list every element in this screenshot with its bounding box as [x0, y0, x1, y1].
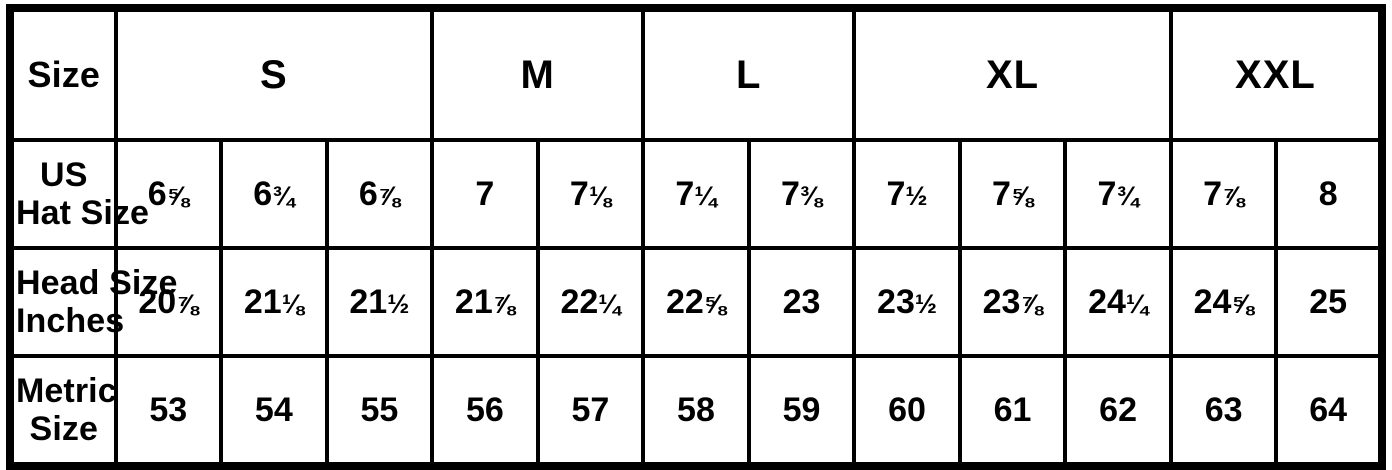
table-cell: 7¾ — [1063, 138, 1173, 250]
cell-fraction: ⅞ — [1222, 180, 1245, 211]
cell-whole-number: 21 — [349, 282, 388, 321]
table-row: US Hat Size 6⅝ 6¾ 6⅞ 7 7⅛ 7¼ 7⅜ 7½ 7⅝ 7¾ 7⅞ 8 — [8, 138, 1384, 250]
hat-size-chart-table: Size S M L XL XXL US Hat Size 6⅝ 6¾ 6⅞ 7 7⅛ 7¼ 7⅜ 7½ 7… — [6, 4, 1386, 470]
table-cell: 22⅝ — [641, 246, 751, 358]
header-size-label: Size — [8, 6, 118, 142]
row-header-line: Head Size — [16, 263, 178, 302]
table-cell: 7½ — [852, 138, 962, 250]
size-group-header-l: L — [641, 6, 857, 142]
table-cell: 6⅞ — [324, 138, 435, 250]
table-cell: 59 — [746, 354, 857, 468]
table-cell: 21⅞ — [430, 246, 540, 358]
table-cell: 7¼ — [641, 138, 751, 250]
cell-whole-number: 7 — [780, 174, 800, 213]
cell-fraction: ⅝ — [703, 288, 726, 319]
row-header-line: US — [40, 155, 88, 194]
row-header-label: US Hat Size — [8, 138, 150, 250]
cell-fraction: ⅝ — [1231, 288, 1254, 319]
cell-whole-number: 6 — [358, 174, 378, 213]
row-header-label: Metric Size — [8, 354, 118, 468]
table-cell: 61 — [957, 354, 1068, 468]
cell-fraction: ⅞ — [377, 180, 400, 211]
table-cell: 58 — [641, 354, 751, 468]
size-group-header-xl: XL — [852, 6, 1173, 142]
table-cell: 55 — [324, 354, 435, 468]
cell-whole-number: 7 — [569, 174, 589, 213]
table-cell: 64 — [1274, 354, 1384, 468]
table-cell: 57 — [535, 354, 646, 468]
size-group-header-xxl: XXL — [1168, 6, 1385, 142]
table-cell: 7 — [430, 138, 540, 250]
table-cell: 7⅞ — [1168, 138, 1279, 250]
table-cell: 23½ — [852, 246, 962, 358]
row-header-line: Inches — [16, 302, 125, 340]
table-cell: 8 — [1274, 138, 1384, 250]
table-cell: 63 — [1168, 354, 1279, 468]
table-cell: 23⅞ — [957, 246, 1068, 358]
cell-fraction: ¼ — [1125, 288, 1149, 319]
cell-fraction: ⅜ — [799, 180, 822, 211]
cell-fraction: ½ — [905, 180, 928, 211]
cell-whole-number: 21 — [454, 282, 493, 321]
cell-whole-number: 6 — [253, 174, 273, 213]
cell-fraction: ⅞ — [1020, 288, 1043, 319]
cell-whole-number: 22 — [665, 282, 704, 321]
table-cell: 24⅝ — [1168, 246, 1279, 358]
table-cell: 23 — [746, 246, 857, 358]
cell-fraction: ½ — [914, 288, 937, 319]
cell-fraction: ⅝ — [1010, 180, 1034, 211]
row-header-line: Metric — [16, 371, 117, 410]
cell-fraction: ¾ — [1116, 180, 1139, 211]
table-cell: 21⅛ — [219, 246, 329, 358]
table-cell: 22¼ — [535, 246, 646, 358]
cell-whole-number: 23 — [982, 282, 1021, 321]
cell-fraction: ¾ — [272, 180, 295, 211]
table-row: Head Size Inches 20⅞ 21⅛ 21½ 21⅞ 22¼ 22⅝ 23 23½ 23… — [8, 246, 1384, 358]
cell-whole-number: 7 — [1203, 174, 1222, 213]
cell-fraction: ¼ — [694, 180, 717, 211]
cell-whole-number: 7 — [1097, 174, 1117, 213]
table-cell: 6⅝ — [113, 138, 224, 250]
table-cell: 7⅝ — [957, 138, 1068, 250]
cell-whole-number: 21 — [243, 282, 282, 321]
table-cell: 7⅛ — [535, 138, 646, 250]
cell-whole-number: 24 — [1088, 282, 1126, 321]
cell-fraction: ½ — [387, 288, 410, 319]
cell-fraction: ⅞ — [176, 288, 199, 319]
cell-fraction: ⅞ — [492, 288, 515, 319]
row-header-label: Head Size Inches — [8, 246, 178, 358]
row-header-line: Size — [29, 410, 98, 448]
cell-whole-number: 7 — [675, 174, 695, 213]
cell-whole-number: 20 — [138, 282, 177, 321]
cell-whole-number: 7 — [886, 174, 906, 213]
table-cell: 54 — [219, 354, 329, 468]
table-cell: 53 — [113, 354, 224, 468]
cell-fraction: ⅝ — [166, 180, 189, 211]
cell-fraction: ⅛ — [588, 180, 611, 211]
cell-whole-number: 6 — [147, 174, 167, 213]
cell-whole-number: 22 — [560, 282, 599, 321]
cell-fraction: ⅛ — [281, 288, 304, 319]
size-group-header-s: S — [113, 6, 435, 142]
size-group-header-m: M — [430, 6, 646, 142]
table-cell: 6¾ — [219, 138, 329, 250]
table-cell: 24¼ — [1063, 246, 1173, 358]
cell-whole-number: 7 — [992, 174, 1011, 213]
cell-whole-number: 24 — [1193, 282, 1232, 321]
table-body: Size S M L XL XXL US Hat Size 6⅝ 6¾ 6⅞ 7 7⅛ 7¼ 7⅜ 7½ 7… — [8, 6, 1385, 468]
table-cell: 60 — [852, 354, 962, 468]
row-header-line: Hat Size — [16, 194, 150, 232]
table-cell: 25 — [1274, 246, 1384, 358]
table-cell: 56 — [430, 354, 540, 468]
table-row: Metric Size 53 54 55 56 57 58 59 60 61 62 63 64 — [8, 354, 1384, 468]
cell-whole-number: 23 — [877, 282, 915, 321]
cell-fraction: ¼ — [598, 288, 621, 319]
table-header-row: Size S M L XL XXL — [8, 6, 1385, 142]
table-cell: 21½ — [324, 246, 435, 358]
table-cell: 20⅞ — [113, 246, 224, 358]
table-cell: 62 — [1063, 354, 1173, 468]
table-cell: 7⅜ — [746, 138, 857, 250]
